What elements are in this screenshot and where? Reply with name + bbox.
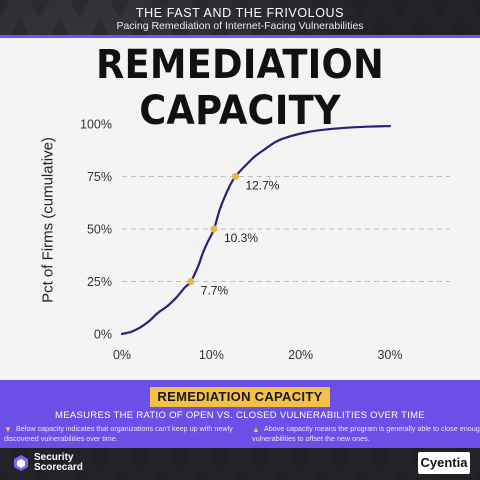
y-tick-label: 100% bbox=[80, 118, 112, 132]
above-capacity-text: Above capacity means the program is gene… bbox=[252, 424, 480, 443]
cyentia-logo: Cyentia bbox=[418, 452, 470, 474]
above-capacity-note: ▲ Above capacity means the program is gen… bbox=[252, 424, 480, 443]
y-tick-label: 50% bbox=[87, 223, 112, 237]
data-label: 10.3% bbox=[224, 231, 258, 245]
accent-strip bbox=[0, 35, 480, 38]
data-label: 7.7% bbox=[201, 284, 229, 298]
tick-labels: 0% 25% 50% 75% 100% 0% 10% 20% 30% bbox=[80, 118, 403, 363]
x-tick-label: 20% bbox=[288, 348, 313, 362]
logo-left-line1: Security bbox=[34, 452, 74, 463]
header: THE FAST AND THE FRIVOLOUS Pacing Remedi… bbox=[0, 0, 480, 36]
scorecard-logo-icon bbox=[14, 455, 28, 471]
thumbs-up-icon: ▲ bbox=[252, 425, 260, 434]
thumbs-down-icon: ▼ bbox=[4, 425, 12, 434]
y-axis-label: Pct of Firms (cumulative) bbox=[39, 137, 57, 303]
below-capacity-text: Below capacity indicates that organizati… bbox=[4, 424, 233, 443]
page-title: REMEDIATION CAPACITY bbox=[95, 42, 384, 134]
header-title: THE FAST AND THE FRIVOLOUS bbox=[135, 6, 345, 20]
y-tick-label: 0% bbox=[94, 328, 112, 342]
logo-left-line2: Scorecard bbox=[34, 462, 83, 473]
below-capacity-note: ▼ Below capacity indicates that organizat… bbox=[4, 424, 236, 443]
data-marker bbox=[231, 172, 240, 181]
y-tick-label: 25% bbox=[87, 275, 112, 289]
series-line bbox=[120, 125, 392, 336]
data-label: 12.7% bbox=[245, 179, 279, 193]
markers: 7.7% 10.3% 12.7% bbox=[187, 172, 280, 298]
x-tick-label: 0% bbox=[113, 348, 131, 362]
x-tick-label: 10% bbox=[199, 348, 224, 362]
grid bbox=[122, 176, 450, 282]
header-subtitle: Pacing Remediation of Internet-Facing Vu… bbox=[116, 20, 364, 32]
capacity-badge: REMEDIATION CAPACITY bbox=[150, 387, 330, 407]
data-marker bbox=[210, 225, 218, 233]
y-tick-label: 75% bbox=[87, 170, 112, 184]
x-tick-label: 30% bbox=[377, 348, 402, 362]
measures-text: MEASURES THE RATIO OF OPEN VS. CLOSED VU… bbox=[55, 410, 425, 421]
chart-panel bbox=[0, 38, 480, 380]
data-marker bbox=[187, 277, 195, 286]
